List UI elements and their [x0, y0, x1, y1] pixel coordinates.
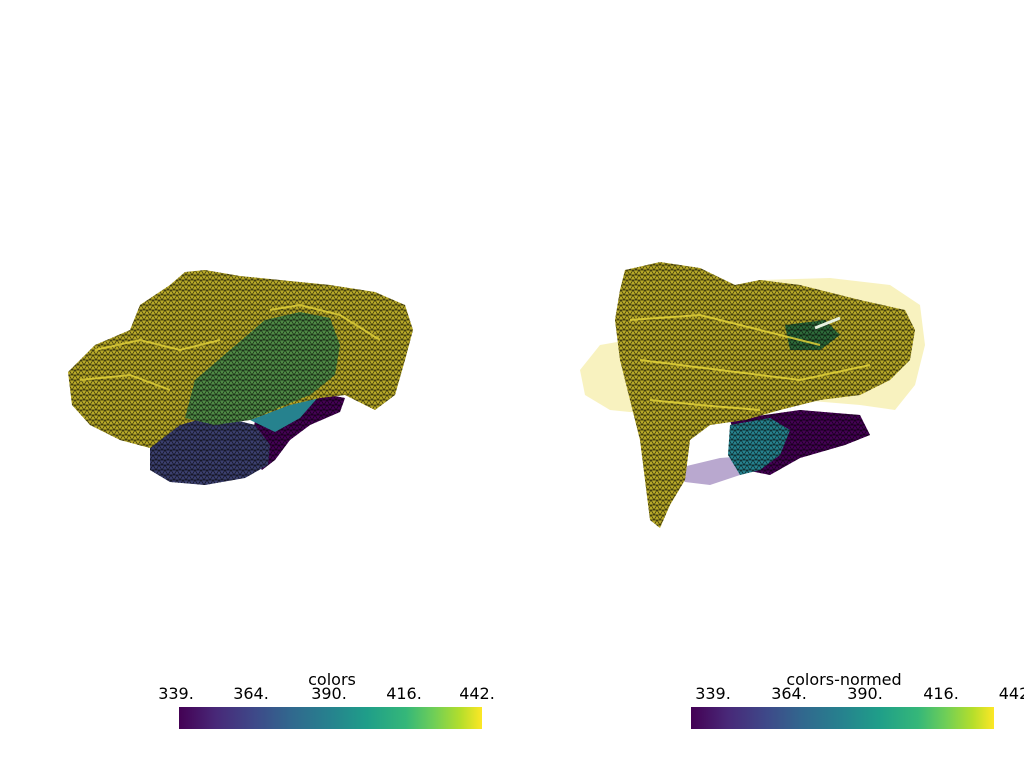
- teal-region: [250, 395, 320, 432]
- scalar-bar-tick: 339.: [158, 684, 194, 703]
- scalar-bar-title: colors-normed: [786, 670, 902, 689]
- scalar-bar-tick: 416.: [386, 684, 422, 703]
- scalar-bar-tick: 364.: [771, 684, 807, 703]
- scalar-bar-tick: 339.: [695, 684, 731, 703]
- right-scalar-bar: colors-normed 339. 364. 390. 416. 442: [512, 0, 1024, 768]
- left-brain-mesh[interactable]: [0, 0, 512, 660]
- scalar-bar-tick: 442.: [459, 684, 495, 703]
- scalar-bar-tick: 390.: [311, 684, 347, 703]
- scalar-bar-tick: 442: [998, 684, 1024, 703]
- scalar-bar-tick: 390.: [847, 684, 883, 703]
- scalar-bar-tick: 364.: [233, 684, 269, 703]
- scalar-bar-title: colors: [308, 670, 356, 689]
- left-render-viewport[interactable]: colors 339. 364. 390. 416. 442.: [0, 0, 512, 768]
- right-render-viewport[interactable]: colors-normed 339. 364. 390. 416. 442: [512, 0, 1024, 768]
- viridis-colorbar: [179, 707, 482, 729]
- right-brain-mesh[interactable]: [512, 0, 1024, 660]
- viridis-colorbar: [691, 707, 994, 729]
- scalar-bar-tick: 416.: [923, 684, 959, 703]
- left-scalar-bar: colors 339. 364. 390. 416. 442.: [158, 670, 495, 729]
